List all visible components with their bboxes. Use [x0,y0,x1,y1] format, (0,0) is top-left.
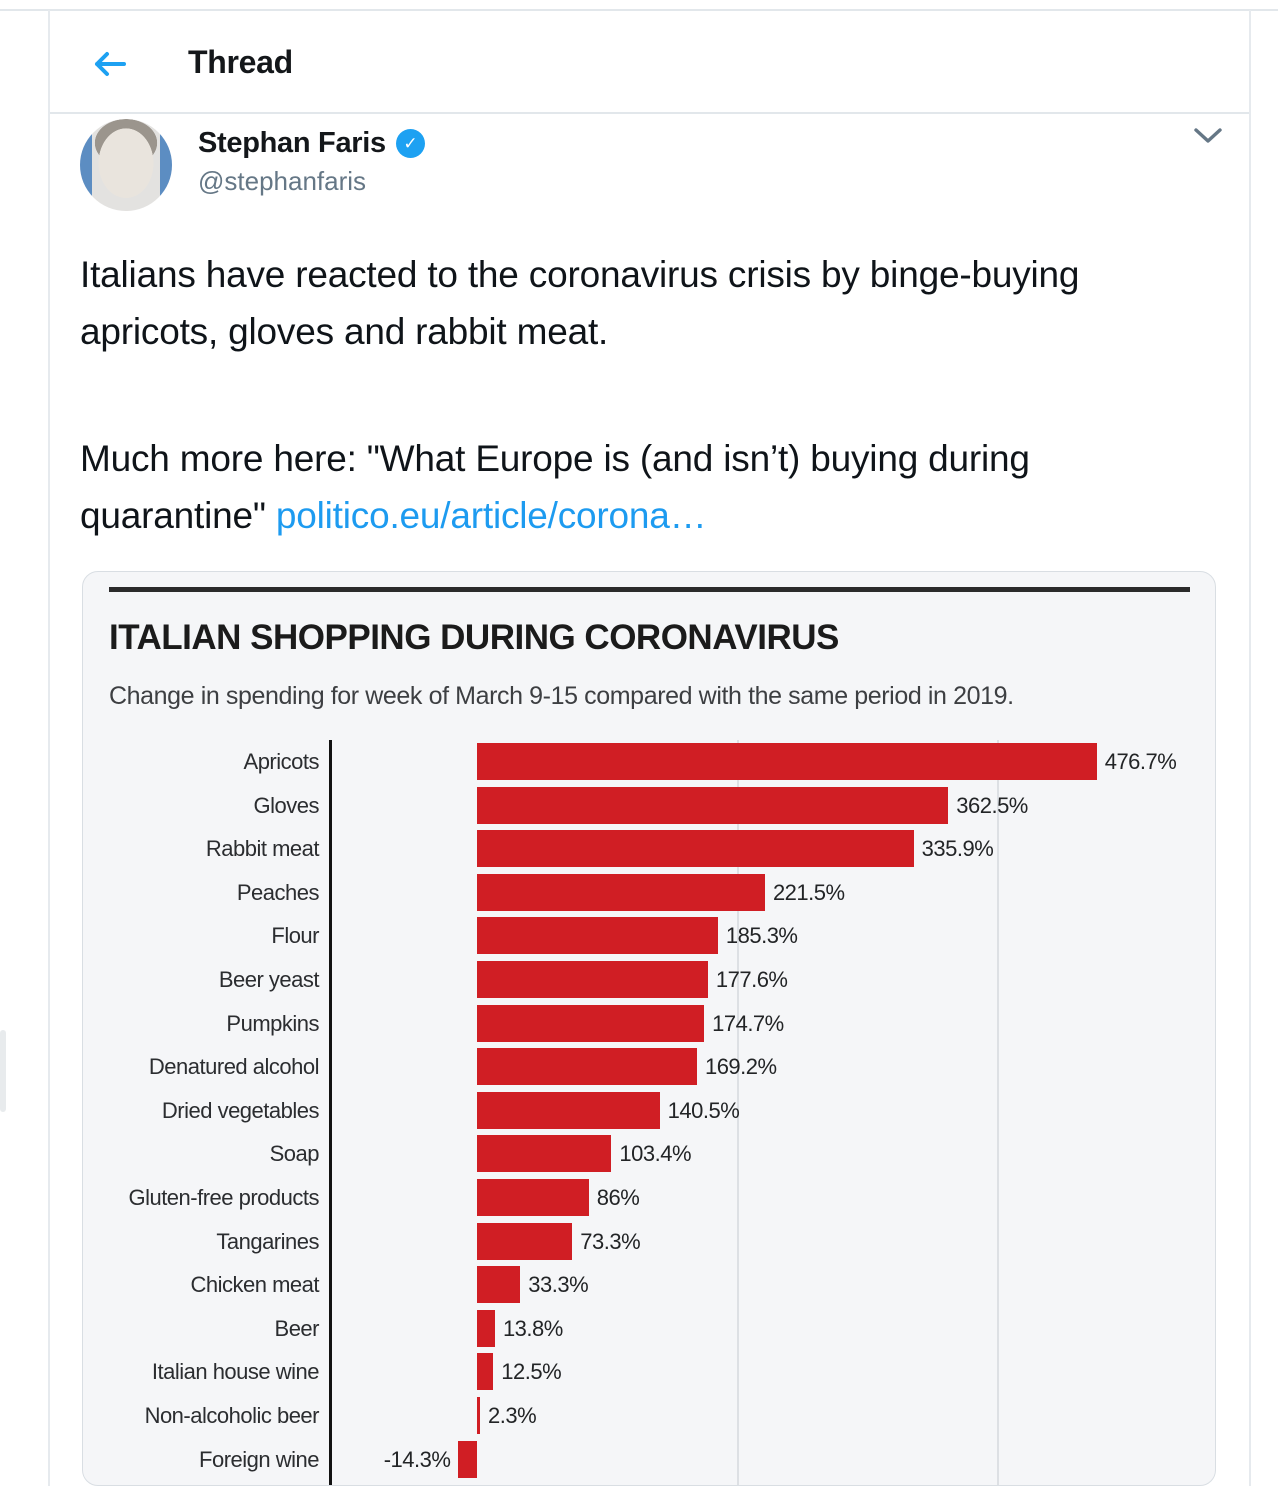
chart-title: ITALIAN SHOPPING DURING CORONAVIRUS [109,618,839,657]
chart-bar [477,873,765,911]
chart-category-label: Dried vegetables [161,1097,320,1123]
chart-category-label: Foreign wine [199,1446,319,1472]
chart-bar [477,786,949,824]
chart-value-label: 13.8% [502,1315,563,1341]
page-title: Thread [188,44,293,80]
chart-bar [477,830,914,868]
avatar[interactable] [80,119,172,211]
chart-gridline [737,740,739,1485]
chart-bar [477,1266,521,1304]
chart-category-label: Non-alcoholic beer [144,1403,320,1428]
chart-gridline [997,740,999,1485]
chart-top-rule [109,587,1190,592]
chart-bar [477,917,718,955]
chart-value-label: 177.6% [715,967,788,992]
chart-category-label: Beer yeast [218,967,320,992]
back-button[interactable] [90,48,130,80]
chart-category-label: Gluten-free products [128,1185,319,1210]
chart-value-label: 140.5% [667,1097,740,1123]
bar-chart-plot: Apricots 476.7% Gloves 362.5% Rabbit meat 335… [83,572,1215,1485]
chart-subtitle: Change in spending for week of March 9-1… [109,682,1014,710]
chart-bar [477,1353,494,1391]
chart-category-label: Soap [269,1141,320,1167]
column-right-border [1249,10,1251,1486]
chart-category-label: Gloves [253,792,320,818]
chart-bar [477,743,1097,780]
column-left-border [48,10,50,1486]
chart-value-label: 169.2% [704,1054,777,1080]
chart-value-label: 86% [596,1185,640,1210]
tweet-link[interactable]: politico.eu/article/corona… [275,495,707,536]
chart-bar [477,1091,660,1129]
chart-bar [477,1397,480,1434]
left-arrow-icon [95,52,126,76]
chart-value-label: 103.4% [619,1141,692,1167]
chart-value-label: 73.3% [580,1228,641,1254]
chart-bar [477,1048,697,1086]
chart-category-label: Beer [274,1315,320,1341]
chart-category-label: Chicken meat [190,1272,319,1298]
author-handle: @stephanfaris [198,166,367,196]
chart-value-label: -14.3% [383,1446,451,1472]
tweet-text: Italians have reacted to the coronavirus… [80,246,1222,544]
chart-bar [477,1004,705,1042]
chart-bar [477,961,708,998]
chart-value-label: 476.7% [1104,749,1177,774]
chart-value-label: 221.5% [772,879,845,905]
chevron-down-icon [1194,128,1222,143]
tweet-paragraph-text: Much more here: "What Europe is (and isn… [80,438,1030,536]
chart-category-label: Denatured alcohol [148,1054,320,1080]
chart-bar [458,1440,477,1478]
chart-value-label: 174.7% [712,1010,784,1036]
chart-value-label: 33.3% [528,1272,589,1298]
tweet-image-chart-card[interactable]: ITALIAN SHOPPING DURING CORONAVIRUS Chan… [82,571,1216,1486]
tweet-menu-button[interactable] [1192,126,1224,148]
chart-value-label: 12.5% [501,1359,562,1385]
chart-category-label: Tangarines [216,1228,319,1254]
chart-category-label: Pumpkins [226,1010,319,1036]
verified-badge-icon: ✓ [395,129,425,158]
chart-category-label: Peaches [236,879,320,905]
chart-category-label: Rabbit meat [205,836,320,862]
chart-value-label: 362.5% [956,792,1028,818]
chart-category-label: Flour [271,923,319,949]
author-name[interactable]: Stephan Faris ✓ [198,127,425,160]
scrollbar-remnant[interactable] [0,1030,6,1112]
page-top-border [0,9,1278,11]
chart-value-label: 2.3% [487,1403,537,1428]
chart-axis-line [329,740,332,1485]
chart-bar [477,1135,612,1173]
tweet-paragraph: Much more here: "What Europe is (and isn… [80,430,1222,544]
header-bottom-border [50,112,1249,114]
chart-category-label: Italian house wine [151,1359,320,1385]
chart-value-label: 185.3% [725,923,798,949]
author-name-text: Stephan Faris [198,127,386,159]
chart-category-label: Apricots [243,749,320,774]
chart-bar [477,1222,573,1260]
chart-bar [477,1309,495,1347]
tweet-paragraph: Italians have reacted to the coronavirus… [80,254,1080,352]
chart-bar [477,1179,589,1216]
check-glyph: ✓ [403,133,418,153]
chart-value-label: 335.9% [921,836,994,862]
